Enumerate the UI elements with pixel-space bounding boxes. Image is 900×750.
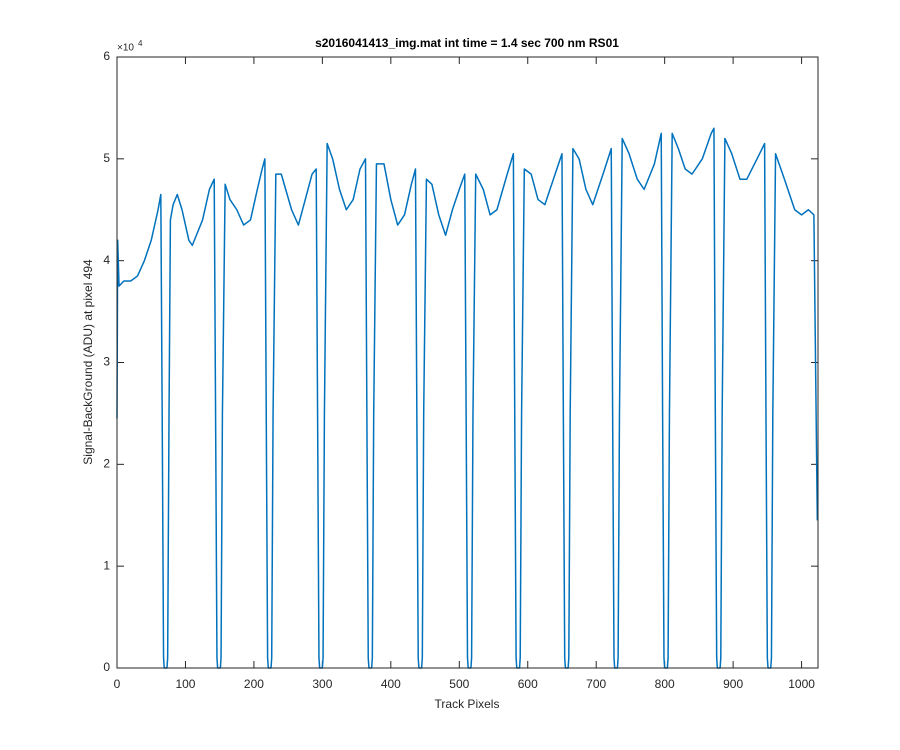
y-tick-label: 5 (103, 151, 110, 165)
x-tick-label: 300 (312, 677, 332, 691)
x-tick-label: 800 (655, 677, 675, 691)
y-tick-label: 3 (103, 355, 110, 369)
y-axis-label: Signal-BackGround (ADU) at pixel 494 (81, 259, 95, 465)
x-tick-label: 400 (381, 677, 401, 691)
x-axis-label: Track Pixels (435, 697, 500, 711)
x-tick-label: 700 (586, 677, 606, 691)
y-exponent-base: ×10 (117, 43, 134, 54)
plot-frame (116, 56, 819, 669)
chart-title: s2016041413_img.mat int time = 1.4 sec 7… (315, 36, 619, 50)
data-line (116, 127, 819, 669)
y-tick-label: 4 (103, 253, 110, 267)
x-tick-label: 600 (518, 677, 538, 691)
y-exponent-power: 4 (138, 39, 143, 48)
x-tick-label: 1000 (788, 677, 815, 691)
x-tick-label: 900 (723, 677, 743, 691)
x-tick-label: 200 (244, 677, 264, 691)
x-tick-label: 500 (449, 677, 469, 691)
y-tick-label: 2 (103, 457, 110, 471)
y-tick-label: 0 (103, 660, 110, 674)
x-tick-label: 100 (175, 677, 195, 691)
y-tick-label: 1 (103, 558, 110, 572)
x-tick-label: 0 (114, 677, 121, 691)
y-tick-label: 6 (103, 49, 110, 63)
